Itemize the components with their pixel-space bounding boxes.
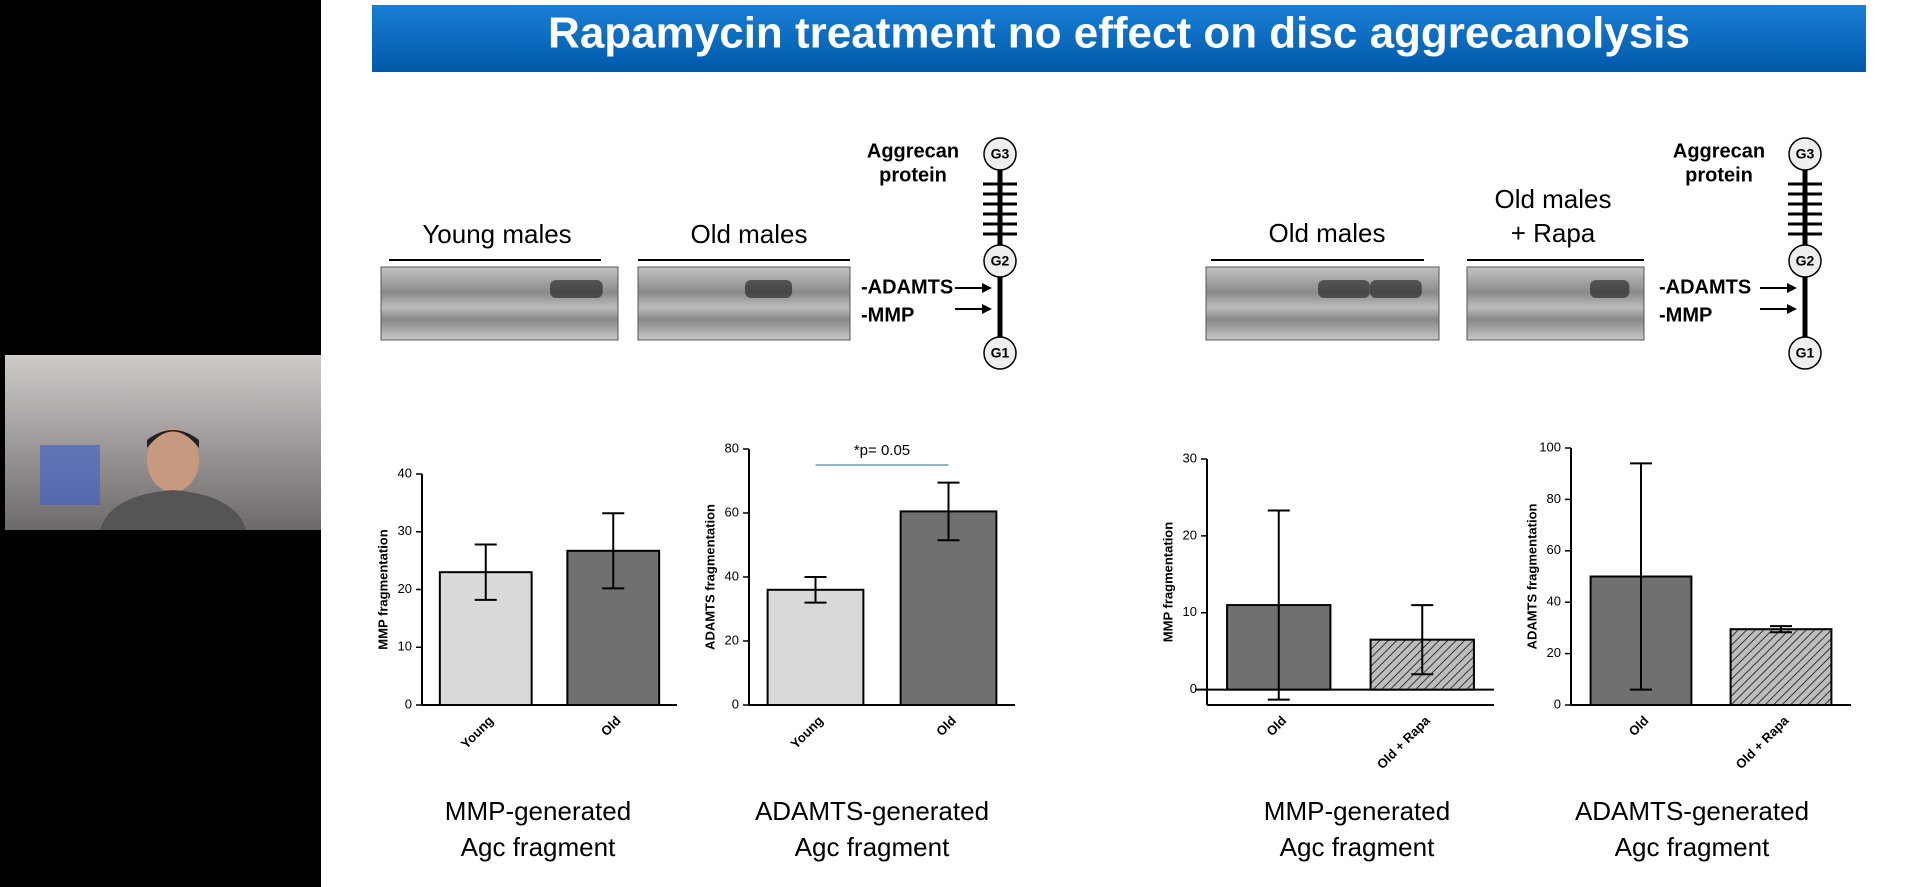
domain xyxy=(1788,137,1822,171)
y-tick-label: 30 xyxy=(398,523,412,538)
y-tick-label: 10 xyxy=(1183,604,1197,619)
y-tick-label: 40 xyxy=(1547,594,1561,609)
y-tick-label: 0 xyxy=(1554,696,1561,711)
band xyxy=(1318,280,1370,298)
y-tick-label: 20 xyxy=(725,632,739,647)
y-tick-label: 20 xyxy=(1183,527,1197,542)
y-tick-label: 80 xyxy=(1547,491,1561,506)
bar xyxy=(766,588,865,706)
bar xyxy=(899,510,998,706)
y-tick-label: 0 xyxy=(732,696,739,711)
arrowhead xyxy=(1787,283,1797,293)
caption: Agc fragment xyxy=(1280,832,1435,862)
blot xyxy=(1205,266,1440,341)
y-tick-label: 30 xyxy=(1183,450,1197,465)
blot xyxy=(637,266,851,341)
caption: MMP-generated xyxy=(1264,796,1450,826)
caption: ADAMTS-generated xyxy=(1575,796,1809,826)
band-label: -ADAMTS xyxy=(1659,276,1751,298)
caption: Agc fragment xyxy=(461,832,616,862)
bar xyxy=(1729,628,1833,706)
y-tick-label: 0 xyxy=(1190,681,1197,696)
arrowhead xyxy=(982,283,992,293)
domain-label: G3 xyxy=(1796,146,1815,162)
y-tick-label: 10 xyxy=(398,639,412,654)
band-label: -MMP xyxy=(861,304,914,326)
band xyxy=(745,280,793,298)
y-axis-label: MMP fragmentation xyxy=(375,529,390,649)
group-label: + Rapa xyxy=(1511,218,1596,248)
blot xyxy=(380,266,619,341)
y-tick-label: 100 xyxy=(1539,439,1561,454)
y-tick-label: 20 xyxy=(398,581,412,596)
domain xyxy=(1788,244,1822,278)
domain xyxy=(983,244,1017,278)
band-label: -MMP xyxy=(1659,304,1712,326)
y-tick-label: 20 xyxy=(1547,645,1561,660)
protein-label: Aggrecan xyxy=(1673,140,1765,162)
domain-label: G1 xyxy=(1796,345,1815,361)
title-bar xyxy=(372,5,1866,72)
annotation: *p= 0.05 xyxy=(854,442,910,459)
webcam xyxy=(5,355,321,530)
protein-label: protein xyxy=(1685,164,1753,186)
group-label: Old males xyxy=(1494,184,1611,214)
band xyxy=(550,280,603,298)
domain-label: G2 xyxy=(991,253,1010,269)
band xyxy=(1590,280,1630,298)
group-label: Old males xyxy=(1268,218,1385,248)
arrowhead xyxy=(982,304,992,314)
slide xyxy=(321,0,1920,887)
blot xyxy=(1466,266,1645,341)
arrowhead xyxy=(1787,304,1797,314)
band xyxy=(1370,280,1422,298)
protein-label: Aggrecan xyxy=(867,140,959,162)
y-tick-label: 40 xyxy=(398,465,412,480)
domain-label: G3 xyxy=(991,146,1010,162)
domain-label: G1 xyxy=(991,345,1010,361)
y-tick-label: 80 xyxy=(725,440,739,455)
y-axis-label: ADAMTS fragmentation xyxy=(1524,503,1539,649)
caption: ADAMTS-generated xyxy=(755,796,989,826)
domain xyxy=(983,137,1017,171)
y-tick-label: 60 xyxy=(1547,542,1561,557)
group-label: Old males xyxy=(690,219,807,249)
domain xyxy=(983,336,1017,370)
protein-label: protein xyxy=(879,164,947,186)
caption: MMP-generated xyxy=(445,796,631,826)
y-tick-label: 0 xyxy=(405,696,412,711)
band-label: -ADAMTS xyxy=(861,276,953,298)
caption: Agc fragment xyxy=(1615,832,1770,862)
domain-label: G2 xyxy=(1796,253,1815,269)
group-label: Young males xyxy=(422,219,571,249)
caption: Agc fragment xyxy=(795,832,950,862)
y-axis-label: MMP fragmentation xyxy=(1160,522,1175,642)
y-tick-label: 60 xyxy=(725,504,739,519)
domain xyxy=(1788,336,1822,370)
y-axis-label: ADAMTS fragmentation xyxy=(702,504,717,650)
y-tick-label: 40 xyxy=(725,568,739,583)
slide-title: Rapamycin treatment no effect on disc ag… xyxy=(548,9,1690,58)
